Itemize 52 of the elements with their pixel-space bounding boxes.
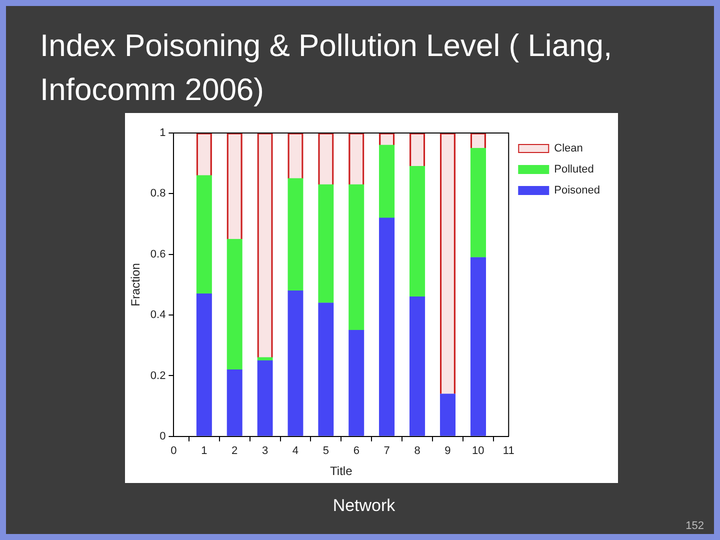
bar bbox=[257, 360, 273, 436]
x-tick-label: 0 bbox=[170, 445, 177, 458]
bar bbox=[409, 166, 426, 297]
y-tick-label: 0.8 bbox=[150, 188, 166, 200]
x-tick-label: 3 bbox=[262, 445, 268, 458]
y-tick-label: 0 bbox=[160, 430, 166, 442]
y-tick-label: 0.2 bbox=[150, 370, 166, 382]
bar bbox=[288, 290, 304, 436]
legend-label: Clean bbox=[554, 142, 583, 155]
y-tick-label: 0.6 bbox=[150, 248, 166, 260]
bar bbox=[409, 296, 426, 436]
bar bbox=[226, 133, 242, 240]
bar bbox=[440, 133, 456, 394]
x-tick-label: 8 bbox=[414, 445, 420, 458]
bar bbox=[318, 133, 334, 185]
bar bbox=[318, 302, 334, 436]
legend-label: Poisoned bbox=[554, 184, 600, 197]
y-tick-label: 1 bbox=[160, 127, 166, 140]
bar bbox=[288, 178, 304, 291]
text: 152 bbox=[686, 520, 704, 532]
bar bbox=[318, 184, 334, 303]
bar bbox=[348, 184, 364, 330]
bar bbox=[348, 330, 364, 436]
x-axis-title: Title bbox=[330, 464, 353, 478]
bar bbox=[196, 175, 212, 294]
bar bbox=[379, 144, 395, 218]
y-axis-title: Fraction bbox=[128, 263, 143, 306]
bar bbox=[288, 133, 304, 179]
bar bbox=[440, 394, 456, 436]
x-tick-label: 6 bbox=[353, 445, 360, 458]
bar bbox=[470, 257, 486, 436]
chart-title: Index Poisoning & Pollution Level ( Liang, Infocomm 2006) bbox=[40, 27, 614, 109]
bar bbox=[379, 218, 395, 436]
bar bbox=[226, 238, 242, 370]
x-tick-label: 2 bbox=[232, 445, 238, 458]
x-tick-label: 1 bbox=[201, 445, 208, 458]
x-tick-label: 4 bbox=[292, 445, 299, 458]
bar bbox=[470, 148, 486, 258]
x-tick-label: 9 bbox=[444, 445, 451, 458]
x-tick-label: 7 bbox=[384, 445, 390, 458]
bar bbox=[257, 133, 273, 358]
bar bbox=[348, 133, 364, 185]
x-tick-label: 11 bbox=[502, 445, 514, 458]
bar bbox=[226, 369, 242, 436]
x-tick-label: 5 bbox=[322, 445, 329, 458]
bar bbox=[196, 293, 212, 436]
x-tick-label: 10 bbox=[472, 445, 484, 458]
legend-label: Polluted bbox=[554, 164, 594, 176]
y-tick-label: 0.4 bbox=[150, 309, 166, 322]
bar bbox=[196, 133, 212, 176]
text: Network bbox=[332, 496, 396, 516]
bar bbox=[409, 133, 426, 166]
